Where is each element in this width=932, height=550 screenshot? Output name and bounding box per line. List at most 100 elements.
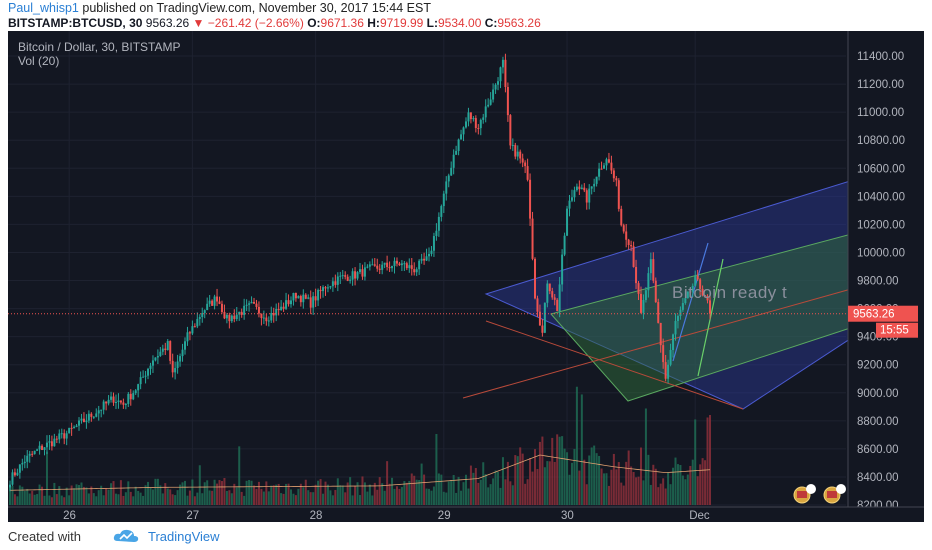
volume-bar (317, 480, 320, 505)
volume-bar (536, 469, 539, 505)
volume-bar (149, 487, 152, 505)
volume-bar (218, 480, 221, 505)
volume-bar (314, 484, 317, 505)
candle-body (430, 250, 433, 254)
tradingview-brand[interactable]: TradingView (148, 529, 220, 544)
event-flag-stripe (797, 491, 807, 498)
candle-body (472, 118, 475, 120)
volume-bar (95, 496, 98, 505)
volume-bar (622, 485, 625, 505)
volume-bar (265, 481, 268, 505)
candle-body (371, 264, 374, 266)
candle-body (603, 165, 606, 169)
candle-body (627, 239, 630, 246)
volume-bar (80, 482, 83, 505)
volume-bar (26, 488, 29, 505)
candle-body (445, 181, 448, 194)
candle-body (366, 266, 369, 268)
candle-body (435, 230, 438, 237)
volume-bar (368, 484, 371, 505)
candle-body (418, 260, 421, 270)
volume-bar (13, 494, 16, 505)
volume-bar (235, 487, 238, 505)
volume-bar (359, 495, 361, 505)
volume-bar (324, 481, 327, 505)
volume-bar (16, 496, 19, 505)
countdown-tag-text: 15:55 (880, 325, 909, 337)
candle-body (245, 304, 248, 306)
volume-bar (294, 495, 297, 505)
candle-body (92, 416, 95, 418)
volume-bar (578, 470, 581, 505)
volume-bar (501, 457, 504, 505)
volume-bar (561, 436, 564, 505)
volume-bar (304, 479, 307, 505)
volume-bar (667, 472, 670, 505)
candle-body (265, 317, 268, 322)
candle-body (75, 425, 78, 427)
candle-body (378, 268, 381, 270)
volume-bar (526, 479, 529, 505)
author-link[interactable]: Paul_whisp1 (8, 1, 79, 15)
candle-body (233, 315, 236, 320)
volume-bar (117, 494, 120, 505)
volume-bar (617, 462, 620, 505)
candle-body (701, 288, 704, 296)
candle-body (70, 427, 73, 429)
candle-body (494, 84, 497, 90)
symbol-line: BITSTAMP:BTCUSD, 30 9563.26 ▼ −261.42 (−… (8, 16, 541, 30)
volume-bar (112, 481, 115, 505)
candle-body (598, 168, 601, 177)
candle-body (415, 269, 418, 273)
tradingview-cloud-icon (113, 529, 139, 542)
volume-bar (644, 408, 647, 505)
volume-bar (701, 458, 704, 505)
volume-bar (105, 488, 108, 505)
candle-body (220, 303, 223, 312)
volume-bar (55, 494, 58, 505)
volume-bar (649, 484, 652, 505)
volume-bar (171, 494, 174, 505)
volume-bar (179, 484, 182, 505)
candle-body (147, 368, 150, 376)
candle-body (556, 299, 559, 312)
candle-body (474, 118, 477, 129)
volume-indicator-label[interactable]: Vol (20) (18, 54, 60, 68)
candle-body (36, 449, 39, 451)
volume-bar (243, 495, 246, 505)
candle-body (336, 276, 339, 285)
volume-bar (124, 492, 127, 505)
candle-body (442, 193, 445, 207)
volume-bar (462, 482, 465, 505)
volume-bar (90, 486, 93, 505)
candle-body (304, 294, 307, 299)
chart-canvas[interactable]: Bitcoin ready t 11400.00 11200.00 11000.00 1… (8, 31, 924, 522)
candle-body (297, 296, 300, 299)
volume-bar (282, 493, 285, 505)
volume-bar (615, 469, 618, 505)
volume-bar (492, 478, 495, 505)
volume-bar (220, 481, 223, 505)
candle-body (607, 159, 610, 163)
candle-body (639, 293, 642, 313)
volume-bar (556, 434, 559, 505)
volume-bar (322, 493, 325, 505)
volume-bar (331, 495, 334, 505)
candle-body (531, 218, 534, 259)
candle-body (400, 263, 403, 266)
candle-body (176, 361, 179, 369)
candle-body (657, 302, 660, 323)
volume-bar (41, 486, 44, 505)
volume-bar (134, 486, 137, 505)
price-chart[interactable]: Bitcoin ready t 11400.00 11200.00 11000.00 1… (8, 31, 924, 522)
y-tick-label: 10000.00 (857, 247, 905, 259)
candle-body (482, 117, 485, 120)
volume-bar (198, 465, 201, 505)
candle-body (201, 313, 204, 318)
volume-bar (230, 493, 233, 505)
volume-bar (709, 415, 711, 505)
candle-body (285, 300, 288, 309)
candle-body (637, 283, 640, 294)
open-value: 9671.36 (320, 16, 364, 30)
trend-line-drawing (485, 320, 744, 410)
